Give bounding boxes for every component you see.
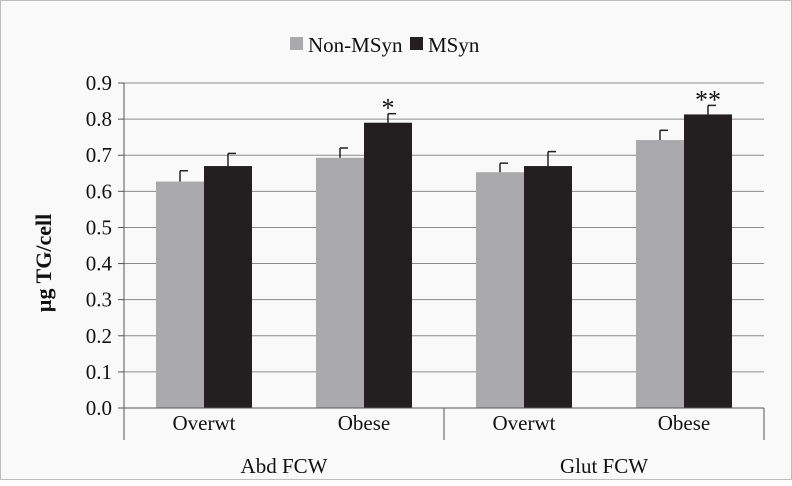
y-tick-label: 0.9 [86,71,112,95]
y-tick-label: 0.8 [86,107,112,131]
x-group-label: Abd FCW [241,454,328,478]
x-category-label: Obese [338,411,390,435]
legend-label: MSyn [428,33,480,57]
bar-msyn [204,166,252,408]
y-tick-label: 0.2 [86,324,112,348]
bar-msyn [524,166,572,408]
x-group-label: Glut FCW [560,454,648,478]
bar-non-msyn [636,140,684,409]
significance-marker: ** [695,85,721,114]
y-tick-label: 0.1 [86,360,112,384]
bar-non-msyn [156,181,204,408]
y-tick-label: 0.6 [86,179,112,203]
x-category-label: Overwt [493,411,556,435]
bar-msyn [364,122,412,408]
bar-non-msyn [476,172,524,408]
legend: Non-MSyn MSyn [290,33,480,57]
y-axis-label: µg TG/cell [31,214,56,312]
y-tick-label: 0.4 [86,252,113,276]
x-axis-labels: Overwt Obese Overwt Obese Abd FCW Glut FCW [123,408,765,478]
bar-non-msyn [316,157,364,408]
y-axis-ticks: 0.0 0.1 0.2 0.3 0.4 0.5 0.6 0.7 0.8 0.9 [86,71,124,420]
legend-label: Non-MSyn [308,33,403,57]
y-tick-label: 0.0 [86,396,112,420]
bars: * ** [156,85,732,409]
y-tick-label: 0.3 [86,288,112,312]
x-category-label: Overwt [173,411,236,435]
legend-swatch-non-msyn [290,37,303,50]
bar-msyn [684,114,732,409]
legend-swatch-msyn [410,37,423,50]
x-category-label: Obese [658,411,710,435]
y-tick-label: 0.7 [86,143,112,167]
y-tick-label: 0.5 [86,215,112,239]
significance-marker: * [382,94,395,123]
